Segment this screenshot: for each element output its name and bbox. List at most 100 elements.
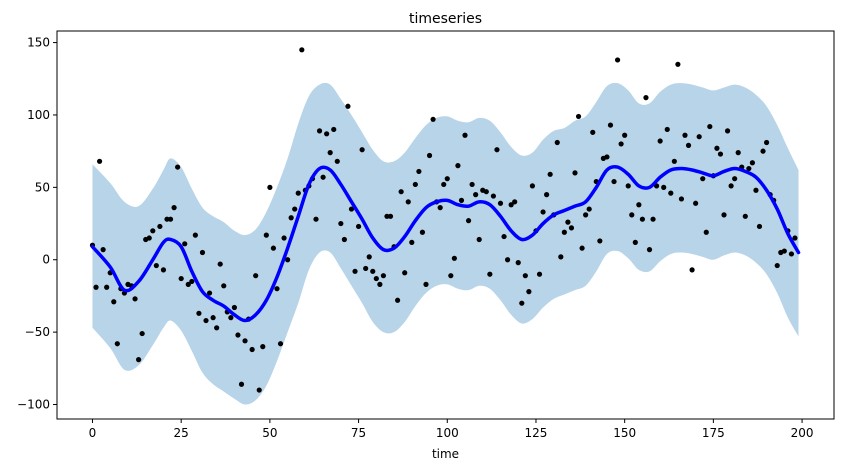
data-point (150, 228, 156, 234)
data-point (288, 215, 294, 221)
y-tick-label: −100 (17, 398, 50, 412)
data-point (295, 190, 301, 196)
data-point (334, 158, 340, 164)
data-point (313, 216, 319, 222)
data-point (735, 150, 741, 156)
data-point (444, 176, 450, 182)
data-point (426, 152, 433, 159)
data-point (629, 212, 635, 218)
data-point (572, 170, 578, 176)
data-point (206, 290, 213, 296)
data-point (501, 233, 507, 240)
data-point (104, 284, 110, 290)
data-point (455, 163, 461, 169)
data-point (402, 270, 408, 276)
data-point (625, 183, 631, 189)
data-point (363, 265, 369, 272)
y-tick-label: 100 (27, 108, 50, 122)
data-point (487, 271, 493, 277)
data-point (583, 212, 589, 218)
x-tick-label: 150 (613, 426, 636, 440)
data-point (661, 184, 667, 190)
data-point (590, 129, 596, 135)
data-point (366, 254, 372, 260)
data-point (235, 332, 241, 338)
data-point (111, 299, 117, 305)
data-point (157, 223, 163, 230)
x-tick-label: 75 (351, 426, 366, 440)
data-point (185, 281, 191, 287)
data-point (160, 267, 167, 273)
data-point (515, 260, 521, 266)
data-point (214, 325, 220, 331)
data-point (792, 235, 798, 241)
data-point (441, 181, 447, 188)
data-point (473, 192, 479, 198)
data-point (756, 223, 763, 230)
data-point (742, 213, 748, 219)
data-point (707, 123, 713, 130)
data-point (419, 229, 426, 235)
data-point (203, 317, 209, 324)
data-point (586, 206, 592, 212)
data-point (242, 338, 248, 344)
x-axis-label: time (432, 447, 459, 461)
axis-ticks: 0 25 50 75 100 125 150 175 200 −100 −50 0 50 100 150 (17, 36, 813, 440)
data-point (274, 286, 280, 292)
data-point (554, 139, 560, 146)
data-point (352, 268, 358, 274)
data-point (604, 154, 610, 160)
data-point (253, 273, 259, 279)
x-tick-label: 175 (702, 426, 725, 440)
data-point (299, 47, 305, 53)
data-point (700, 176, 706, 182)
data-point (256, 387, 262, 393)
data-point (430, 116, 436, 122)
data-point (263, 232, 269, 238)
data-point (760, 148, 766, 154)
confidence-band (92, 82, 799, 405)
x-tick-label: 25 (174, 426, 189, 440)
data-point (416, 168, 422, 175)
data-point (547, 171, 553, 177)
data-point (568, 225, 575, 231)
data-point (199, 249, 206, 256)
data-point (646, 247, 653, 253)
data-point (285, 257, 291, 263)
data-point (632, 239, 638, 245)
data-point (781, 248, 787, 254)
data-point (132, 296, 138, 302)
data-point (774, 262, 780, 269)
data-point (380, 273, 387, 279)
data-point (320, 174, 326, 180)
data-point (607, 122, 614, 128)
data-point (96, 158, 103, 164)
data-point (100, 247, 106, 253)
data-point (579, 245, 585, 251)
x-tick-label: 50 (262, 426, 277, 440)
data-point (526, 289, 532, 295)
chart-title: timeseries (409, 11, 482, 27)
y-tick-label: 50 (35, 180, 50, 194)
data-point (405, 199, 411, 205)
data-point (618, 141, 624, 147)
data-point (341, 236, 347, 243)
data-point (504, 257, 511, 263)
data-point (597, 238, 603, 244)
data-point (231, 304, 237, 311)
data-point (788, 251, 795, 257)
x-tick-label: 200 (791, 426, 814, 440)
data-point (458, 197, 465, 203)
data-point (412, 181, 418, 188)
data-point (270, 245, 277, 251)
data-point (682, 132, 688, 138)
data-point (167, 216, 174, 222)
data-point (703, 229, 709, 235)
data-point (93, 284, 99, 290)
data-point (657, 138, 663, 144)
data-point (267, 184, 273, 190)
y-tick-label: 0 (42, 253, 50, 267)
data-point (192, 232, 198, 238)
data-point (451, 255, 457, 261)
data-point (519, 300, 525, 306)
